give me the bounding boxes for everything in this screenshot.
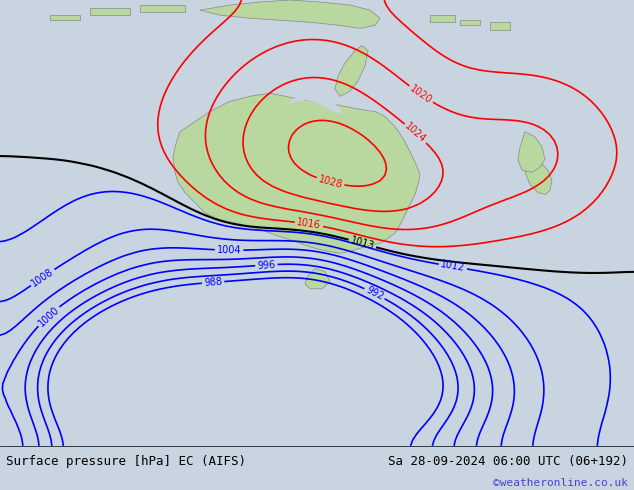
Text: 1004: 1004 (217, 245, 242, 255)
Text: 992: 992 (364, 285, 385, 302)
Text: Surface pressure [hPa] EC (AIFS): Surface pressure [hPa] EC (AIFS) (6, 455, 247, 468)
Text: 996: 996 (257, 260, 276, 270)
Text: 1000: 1000 (36, 304, 61, 328)
Polygon shape (490, 22, 510, 30)
Polygon shape (518, 132, 545, 172)
Text: 1008: 1008 (30, 267, 56, 289)
Polygon shape (90, 8, 130, 15)
Text: 1020: 1020 (408, 83, 434, 105)
Text: 988: 988 (204, 277, 223, 288)
Polygon shape (173, 93, 420, 253)
Polygon shape (460, 20, 480, 25)
Polygon shape (335, 46, 368, 96)
Polygon shape (305, 269, 330, 289)
Text: 1013: 1013 (349, 235, 375, 251)
Text: ©weatheronline.co.uk: ©weatheronline.co.uk (493, 478, 628, 489)
Text: 1016: 1016 (296, 217, 322, 231)
Polygon shape (50, 15, 80, 20)
Text: 1028: 1028 (317, 174, 344, 190)
Polygon shape (140, 5, 185, 12)
Polygon shape (0, 0, 634, 446)
Polygon shape (200, 0, 380, 28)
Polygon shape (525, 157, 552, 195)
Polygon shape (290, 93, 340, 114)
Text: 1024: 1024 (403, 122, 428, 145)
Polygon shape (430, 15, 455, 22)
Text: 1012: 1012 (440, 260, 466, 273)
Text: Sa 28-09-2024 06:00 UTC (06+192): Sa 28-09-2024 06:00 UTC (06+192) (387, 455, 628, 468)
